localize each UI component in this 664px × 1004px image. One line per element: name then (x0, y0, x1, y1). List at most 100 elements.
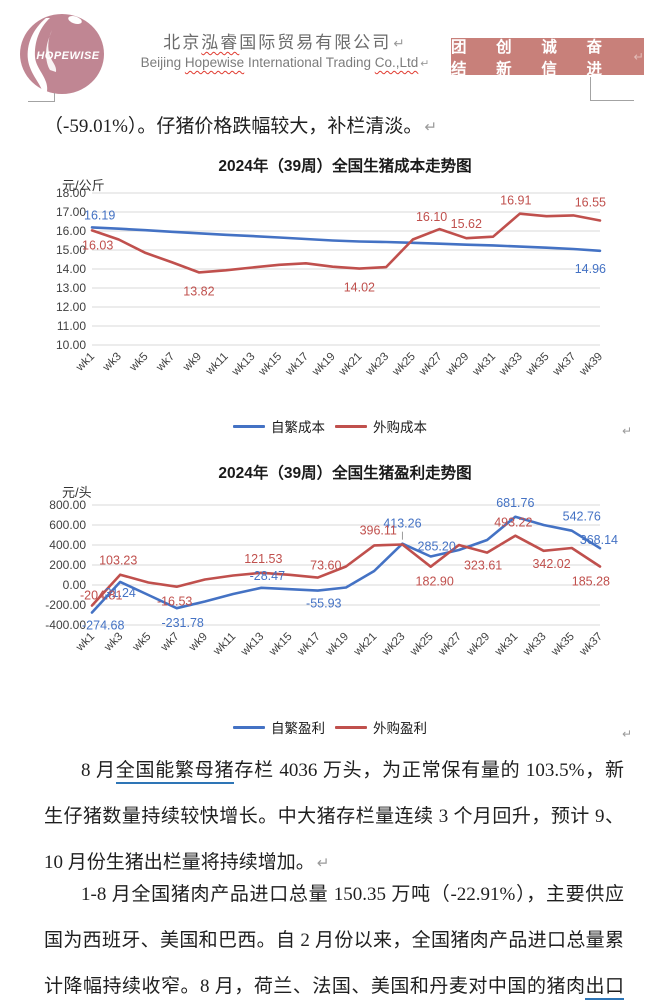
svg-text:wk19: wk19 (310, 351, 338, 379)
svg-text:wk21: wk21 (336, 351, 364, 379)
svg-text:wk13: wk13 (238, 631, 266, 659)
svg-text:103.23: 103.23 (99, 554, 137, 568)
svg-text:wk39: wk39 (577, 351, 605, 379)
svg-text:11.00: 11.00 (57, 319, 86, 333)
svg-text:wk37: wk37 (577, 631, 605, 659)
svg-text:wk27: wk27 (436, 631, 464, 659)
company-name-en: Beijing Hopewise International Trading C… (95, 55, 475, 70)
text-line: 生仔猪数量持续较快增长。中大猪存栏量连续 3 个月回升，预计 9、 (44, 794, 624, 840)
svg-text:wk11: wk11 (203, 351, 231, 379)
company-name-cn: 北京泓睿国际贸易有限公司 ↵ (130, 28, 440, 53)
svg-text:wk35: wk35 (523, 351, 551, 379)
text-run: 诚信 (541, 38, 557, 78)
svg-text:wk1: wk1 (73, 631, 97, 655)
text-run: 北京 (163, 33, 202, 52)
svg-text:wk35: wk35 (549, 631, 577, 659)
svg-text:wk3: wk3 (100, 351, 124, 375)
svg-text:wk19: wk19 (323, 631, 351, 659)
legend-label: 自繁盈利 (271, 721, 325, 736)
text-line: 8 月全国能繁母猪存栏 4036 万头，为正常保有量的 103.5%，新 (44, 748, 624, 794)
logo-text: HOPEWISE (36, 50, 99, 62)
svg-text:wk31: wk31 (470, 351, 498, 379)
svg-text:413.26: 413.26 (383, 517, 421, 531)
svg-text:wk15: wk15 (266, 631, 294, 659)
text-line: 计降幅持续收窄。8 月，荷兰、法国、美国和丹麦对中国的猪肉出口 (44, 964, 624, 1004)
text-line: 1-8 月全国猪肉产品进口总量 150.35 万吨（-22.91%），主要供应 (44, 872, 624, 918)
motto-banner: 团结 创新 诚信 奋进 ↵ (451, 38, 644, 78)
svg-text:285.20: 285.20 (418, 539, 456, 553)
svg-text:182.90: 182.90 (416, 575, 454, 589)
svg-text:wk9: wk9 (186, 631, 210, 655)
legend-line-swatch (233, 424, 265, 428)
paragraph-mark: ↵ (420, 57, 430, 70)
margin-corner-mark-right (590, 77, 634, 101)
svg-text:600.00: 600.00 (49, 518, 86, 532)
legend-item: 自繁成本 (233, 416, 325, 436)
legend-line-swatch (335, 424, 367, 428)
text-run: 计降幅持续收窄。8 月，荷兰、法国、美国和丹麦对中国的猪肉 (44, 976, 586, 997)
svg-text:0.00: 0.00 (63, 578, 87, 592)
svg-text:800.00: 800.00 (49, 498, 86, 512)
text-run: （-59.01%）。仔猪价格跌幅较大，补栏清淡。 (44, 116, 423, 137)
legend-label: 外购盈利 (373, 721, 427, 736)
svg-text:wk5: wk5 (127, 351, 151, 375)
svg-text:wk27: wk27 (417, 351, 445, 379)
text-run: 创新 (496, 38, 512, 78)
paragraph-mark: ↵ (393, 36, 407, 52)
svg-text:wk3: wk3 (102, 631, 126, 655)
svg-text:wk23: wk23 (363, 351, 391, 379)
svg-text:-200.00: -200.00 (45, 598, 86, 612)
svg-text:-231.78: -231.78 (161, 616, 203, 630)
text-run: Beijing (140, 55, 185, 70)
svg-text:14.00: 14.00 (56, 262, 86, 276)
svg-text:13.82: 13.82 (183, 284, 214, 298)
cost-trend-chart: 18.00 17.00 16.00 15.00 14.00 13.00 12.00 11.00… (56, 186, 606, 379)
svg-text:16.91: 16.91 (500, 194, 531, 208)
underlined-link[interactable]: 出口 (585, 976, 624, 1000)
chart-cost-title: 2024年（39周）全国生猪成本走势图 (218, 158, 472, 175)
svg-text:wk1: wk1 (73, 351, 97, 375)
svg-text:13.00: 13.00 (56, 281, 86, 295)
chart-profit-unit-label: 元/头 (62, 485, 92, 500)
svg-text:121.53: 121.53 (244, 552, 282, 566)
svg-text:-28.47: -28.47 (250, 569, 285, 583)
svg-text:15.00: 15.00 (56, 243, 86, 257)
svg-text:15.62: 15.62 (451, 217, 482, 231)
svg-text:18.00: 18.00 (56, 186, 86, 200)
legend-label: 外购成本 (373, 420, 427, 435)
text-line: 国为西班牙、美国和巴西。自 2 月份以来，全国猪肉产品进口总量累 (44, 918, 624, 964)
svg-text:wk23: wk23 (379, 631, 407, 659)
svg-text:wk7: wk7 (154, 351, 178, 375)
svg-text:wk29: wk29 (464, 631, 492, 659)
paragraph-pork-imports: 1-8 月全国猪肉产品进口总量 150.35 万吨（-22.91%），主要供应 … (44, 872, 624, 1004)
svg-text:wk17: wk17 (295, 631, 323, 659)
paragraph-mark: ↵ (622, 424, 633, 438)
legend-line-swatch (335, 725, 367, 729)
chart-profit-legend: 自繁盈利 外购盈利 (40, 717, 620, 737)
svg-text:16.03: 16.03 (82, 238, 113, 252)
misspelled-word: Hopewise (184, 55, 245, 70)
text-run: 奋进 (586, 38, 602, 78)
text-run: 生仔猪数量持续较快增长。中大猪存栏量连续 3 个月回升，预计 9、 (44, 806, 624, 827)
svg-text:10.00: 10.00 (56, 338, 86, 352)
svg-text:-400.00: -400.00 (45, 618, 86, 632)
svg-text:wk29: wk29 (443, 351, 471, 379)
svg-text:-16.53: -16.53 (157, 595, 192, 609)
svg-text:493.22: 493.22 (494, 516, 532, 530)
text-line: （-59.01%）。仔猪价格跌幅较大，补栏清淡。 ↵ (44, 104, 624, 150)
svg-text:396.11: 396.11 (360, 523, 397, 537)
svg-text:wk25: wk25 (408, 631, 436, 659)
svg-text:73.60: 73.60 (310, 559, 341, 573)
svg-text:16.55: 16.55 (575, 196, 606, 210)
cost-trend-chart-block: 2024年（39周）全国生猪成本走势图 元/公斤 18.00 17.00 16.00… (0, 148, 664, 448)
svg-text:323.61: 323.61 (464, 559, 502, 573)
text-run: 8 月 (81, 760, 116, 781)
misspelled-word: Co.,Ltd (374, 55, 419, 70)
chart-cost-unit-label: 元/公斤 (62, 178, 105, 193)
svg-text:14.02: 14.02 (344, 281, 375, 295)
chart-cost-legend: 自繁成本 外购成本 (40, 416, 620, 436)
underlined-link[interactable]: 全国能繁母猪 (115, 760, 235, 784)
svg-text:17.00: 17.00 (56, 205, 86, 219)
legend-item: 自繁盈利 (233, 717, 325, 737)
